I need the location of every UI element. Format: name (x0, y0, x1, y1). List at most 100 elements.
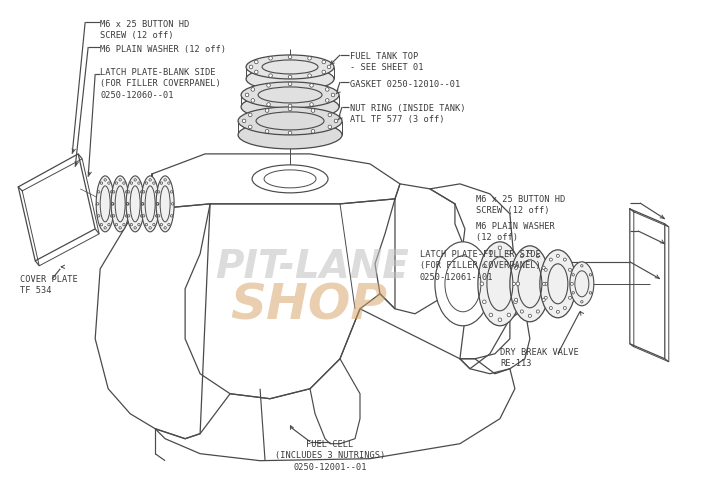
Ellipse shape (141, 177, 159, 232)
Circle shape (514, 300, 517, 304)
Circle shape (563, 307, 566, 310)
Text: LATCH PLATE-FILLER SIDE
(FOR FILLER COVERPANEL)
0250-12061--01: LATCH PLATE-FILLER SIDE (FOR FILLER COVE… (420, 249, 541, 281)
Text: PIT-LANE: PIT-LANE (215, 247, 409, 285)
Ellipse shape (435, 242, 491, 326)
Circle shape (515, 299, 517, 302)
Circle shape (513, 283, 515, 286)
Circle shape (563, 259, 566, 262)
Circle shape (515, 267, 517, 270)
Ellipse shape (510, 246, 550, 322)
Circle shape (482, 264, 486, 268)
Ellipse shape (478, 242, 522, 326)
Text: M6 x 25 BUTTON HD
SCREW (12 off): M6 x 25 BUTTON HD SCREW (12 off) (476, 194, 566, 215)
Ellipse shape (570, 262, 594, 306)
Circle shape (308, 75, 311, 78)
Ellipse shape (252, 166, 328, 193)
Circle shape (507, 313, 510, 317)
Ellipse shape (111, 177, 129, 232)
Circle shape (514, 264, 517, 268)
Circle shape (308, 58, 311, 61)
Circle shape (267, 103, 270, 107)
Ellipse shape (540, 250, 576, 318)
Circle shape (328, 126, 332, 130)
Circle shape (251, 99, 255, 103)
Ellipse shape (241, 83, 339, 108)
Circle shape (542, 299, 545, 302)
Circle shape (489, 313, 493, 317)
Circle shape (254, 61, 258, 65)
Circle shape (568, 269, 571, 272)
Circle shape (254, 71, 258, 74)
Ellipse shape (126, 177, 144, 232)
Circle shape (544, 269, 547, 272)
Circle shape (528, 314, 532, 318)
Ellipse shape (238, 121, 342, 150)
Circle shape (288, 83, 292, 86)
Text: COVER PLATE
TF 534: COVER PLATE TF 534 (20, 274, 78, 295)
Circle shape (482, 300, 486, 304)
Text: M6 x 25 BUTTON HD
SCREW (12 off): M6 x 25 BUTTON HD SCREW (12 off) (100, 20, 189, 40)
Circle shape (516, 282, 520, 286)
Circle shape (288, 132, 292, 135)
Circle shape (310, 84, 313, 88)
Circle shape (498, 247, 502, 250)
Ellipse shape (246, 56, 334, 80)
Circle shape (542, 283, 545, 286)
Text: FUEL CELL
(INCLUDES 3 NUTRINGS)
0250-12001--01: FUEL CELL (INCLUDES 3 NUTRINGS) 0250-120… (275, 439, 385, 470)
Ellipse shape (238, 108, 342, 136)
Circle shape (322, 61, 325, 65)
Circle shape (311, 109, 315, 113)
Circle shape (311, 130, 315, 134)
Circle shape (245, 94, 249, 97)
Circle shape (528, 251, 532, 254)
Circle shape (322, 71, 325, 74)
Circle shape (542, 267, 545, 270)
Circle shape (537, 255, 539, 258)
Ellipse shape (241, 95, 339, 120)
Circle shape (265, 109, 269, 113)
Circle shape (288, 108, 292, 111)
Ellipse shape (156, 177, 174, 232)
Ellipse shape (96, 177, 114, 232)
Circle shape (568, 297, 571, 300)
Circle shape (544, 283, 547, 286)
Circle shape (269, 75, 273, 78)
Circle shape (520, 310, 523, 313)
Circle shape (242, 120, 246, 123)
Circle shape (267, 84, 270, 88)
Circle shape (328, 114, 332, 118)
Ellipse shape (246, 68, 334, 92)
Circle shape (251, 88, 255, 92)
Circle shape (498, 318, 502, 322)
Text: LATCH PLATE-BLANK SIDE
(FOR FILLER COVERPANEL)
0250-12060--01: LATCH PLATE-BLANK SIDE (FOR FILLER COVER… (100, 68, 221, 100)
Circle shape (537, 310, 539, 313)
Circle shape (288, 56, 292, 60)
Circle shape (489, 252, 493, 255)
Circle shape (480, 282, 484, 286)
Circle shape (556, 255, 559, 258)
Circle shape (288, 105, 292, 108)
Circle shape (249, 114, 252, 118)
Circle shape (507, 252, 510, 255)
Circle shape (265, 130, 269, 134)
Circle shape (544, 297, 547, 300)
Circle shape (334, 120, 337, 123)
Circle shape (288, 76, 292, 80)
Circle shape (549, 307, 552, 310)
Circle shape (549, 259, 552, 262)
Circle shape (269, 58, 273, 61)
Text: SHOP: SHOP (230, 281, 387, 329)
Text: NUT RING (INSIDE TANK)
ATL TF 577 (3 off): NUT RING (INSIDE TANK) ATL TF 577 (3 off… (350, 104, 465, 124)
Text: M6 PLAIN WASHER
(12 off): M6 PLAIN WASHER (12 off) (476, 221, 555, 242)
Circle shape (249, 66, 253, 70)
Circle shape (325, 99, 329, 103)
Text: FUEL TANK TOP
- SEE SHEET 01: FUEL TANK TOP - SEE SHEET 01 (350, 52, 424, 72)
Circle shape (249, 126, 252, 130)
Text: M6 PLAIN WASHER (12 off): M6 PLAIN WASHER (12 off) (100, 45, 226, 54)
Circle shape (331, 94, 335, 97)
Text: DRY BREAK VALVE
RE-113: DRY BREAK VALVE RE-113 (500, 347, 579, 368)
Circle shape (310, 103, 313, 107)
Text: GASKET 0250-12010--01: GASKET 0250-12010--01 (350, 80, 460, 89)
Circle shape (570, 283, 573, 286)
Circle shape (520, 255, 523, 258)
